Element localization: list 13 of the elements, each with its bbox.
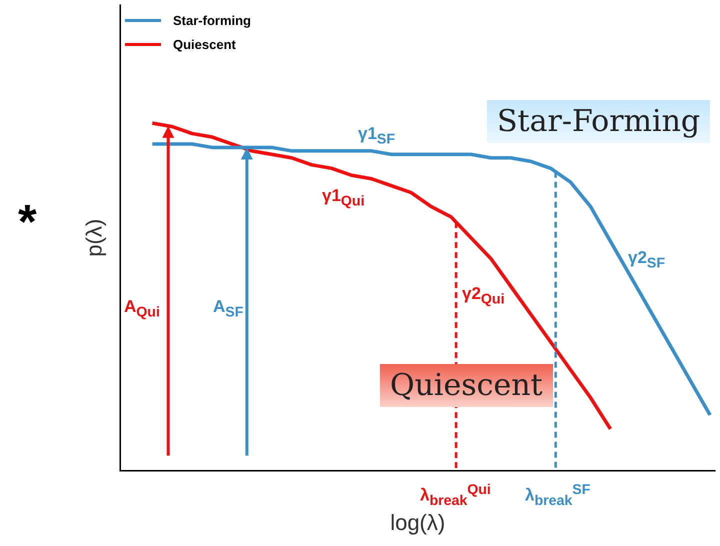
annotation: γ1$_{SF}$ [358, 124, 396, 148]
annotation: Star-Forming [487, 100, 710, 143]
x-axis-title: log(λ) [390, 510, 446, 535]
legend-label: Quiescent [173, 36, 236, 52]
annotation: Quiescent [380, 364, 553, 407]
legend-label: Star-forming [173, 12, 251, 28]
annotation: A$_{SF}$ [213, 297, 244, 320]
annotation: γ2$_{Qui}$ [462, 284, 505, 308]
text: * [18, 195, 37, 250]
annotation: A$_{Qui}$ [124, 297, 160, 320]
annotation: γ1$_{Qui}$ [322, 186, 365, 210]
y-axis-title: p(λ) [81, 218, 106, 257]
annotation: γ2$_{SF}$ [628, 248, 666, 272]
